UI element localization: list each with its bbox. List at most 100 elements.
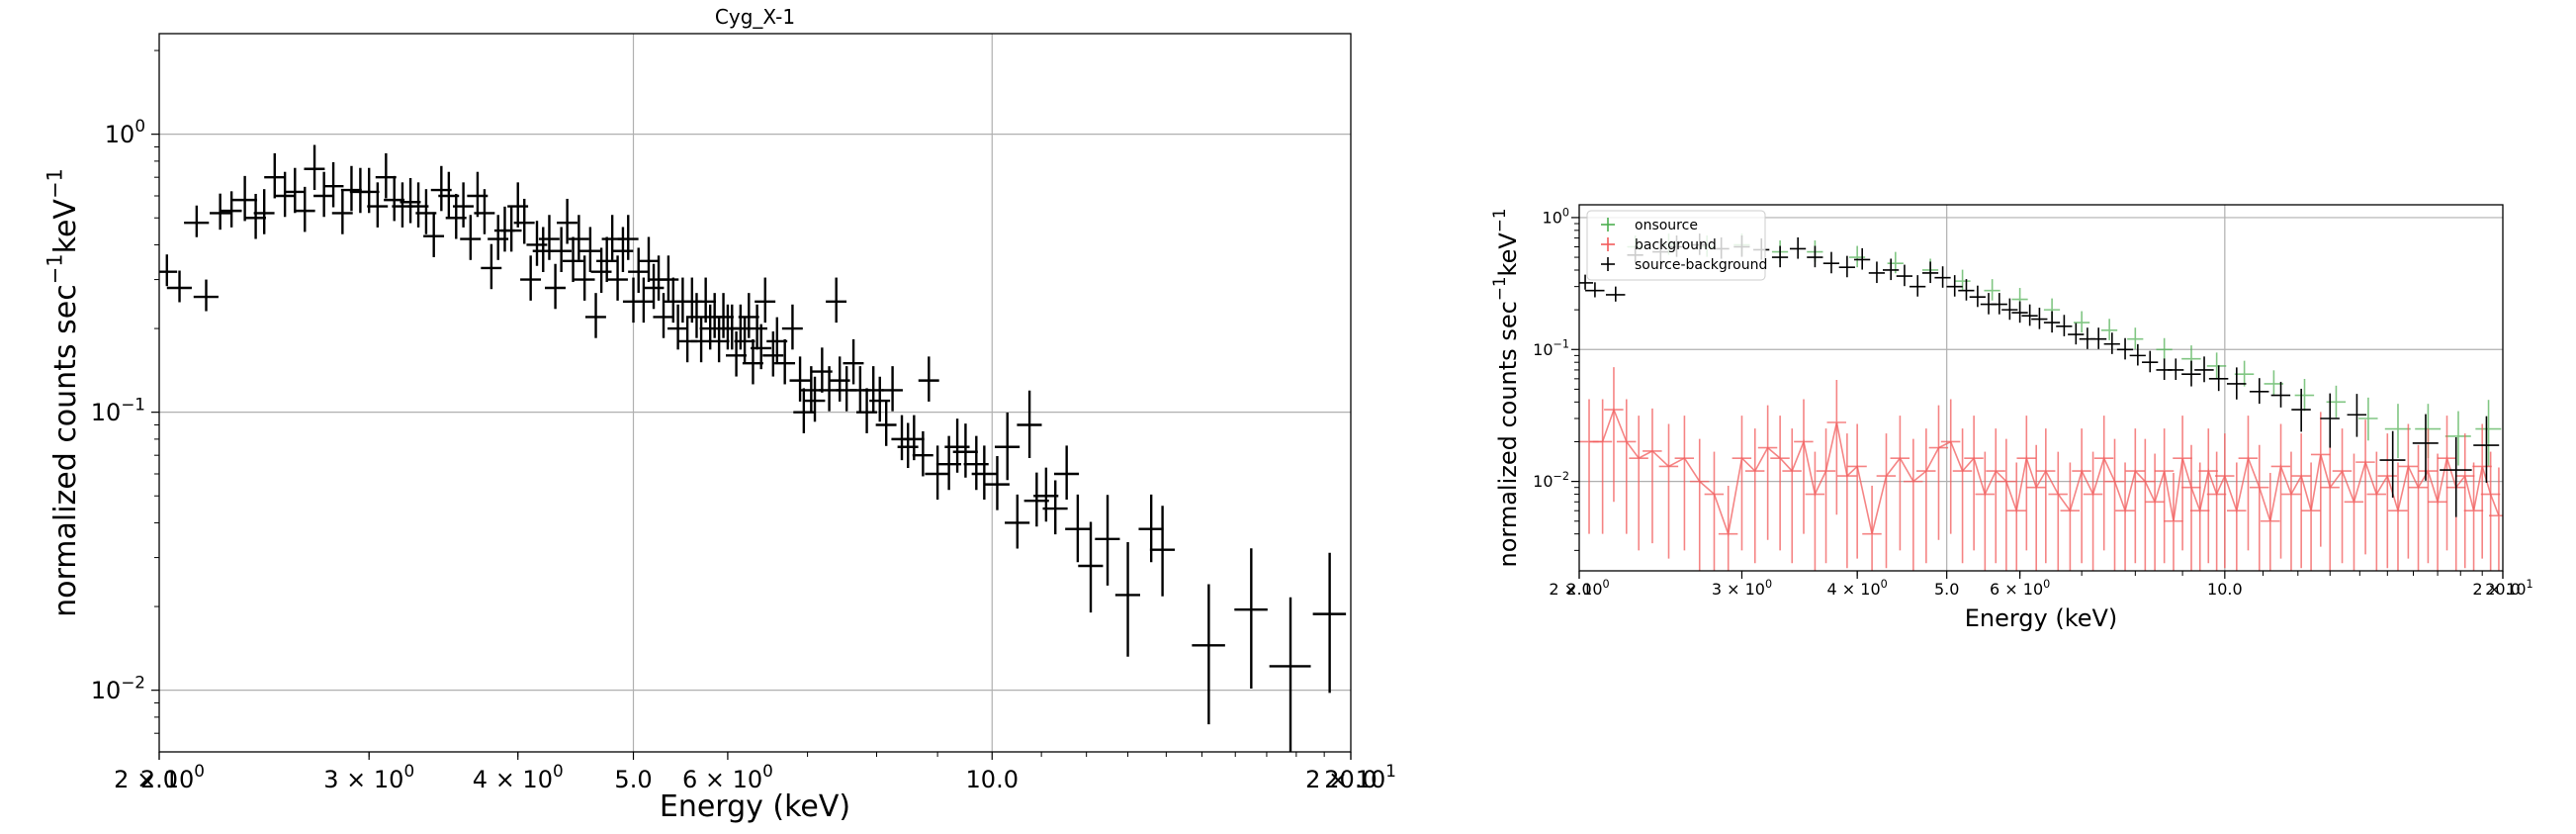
data-point <box>2021 304 2038 326</box>
x-tick-label-base: 6 × 10 <box>1990 580 2043 599</box>
data-point <box>1053 445 1080 501</box>
data-point <box>2043 311 2061 333</box>
data-point <box>596 236 618 283</box>
data-point <box>984 456 1010 510</box>
x-tick-label: 10.0 <box>2207 580 2243 599</box>
y-tick-label-exp: −1 <box>1554 338 1570 351</box>
data-point <box>184 205 210 237</box>
data-point <box>193 279 219 312</box>
data-point <box>1744 428 1765 564</box>
data-point <box>1997 438 2016 571</box>
y-tick-label-base: 10 <box>105 121 135 148</box>
data-point <box>2001 298 2018 321</box>
data-point <box>800 366 822 412</box>
data-point <box>284 167 306 214</box>
x-tick-label-exp: 0 <box>2043 578 2050 591</box>
x-tick-label: 20.0 <box>2485 580 2521 599</box>
y-tick-label-base: 10 <box>1533 340 1553 359</box>
data-point <box>762 331 784 377</box>
x-tick-label-base: 2 × 10 <box>1549 580 1602 599</box>
data-point <box>2238 416 2259 551</box>
x-tick-label: 5.0 <box>1934 580 1959 599</box>
data-point <box>612 227 634 273</box>
data-point <box>2301 462 2321 571</box>
data-point <box>1837 433 1857 569</box>
data-point <box>1689 438 1710 571</box>
x-tick-label-base: 10.0 <box>2207 580 2243 599</box>
y-axis-label: normalized counts sec−1keV−1 <box>1489 208 1522 567</box>
data-point <box>2145 453 2165 571</box>
data-point <box>952 423 978 478</box>
data-point <box>1921 261 1939 284</box>
legend-box <box>1586 210 1766 281</box>
data-point <box>1910 275 1926 297</box>
y-tick-label: 100 <box>105 116 145 148</box>
y-tick-label: 100 <box>1543 206 1569 227</box>
y-tick-label: 10−2 <box>91 672 145 704</box>
data-point <box>557 198 577 244</box>
data-point <box>995 412 1021 481</box>
data-point <box>1269 597 1311 752</box>
data-point <box>755 277 776 324</box>
data-point <box>690 317 712 363</box>
data-point <box>2489 467 2503 571</box>
data-point <box>2249 378 2269 405</box>
data-point <box>1658 423 1679 559</box>
data-point <box>789 356 811 402</box>
data-point <box>1616 399 1637 534</box>
data-point <box>520 255 542 301</box>
data-point <box>2428 453 2447 571</box>
data-point <box>384 175 405 222</box>
data-point <box>331 189 353 234</box>
data-point <box>551 227 573 273</box>
axes-frame <box>1578 204 2504 572</box>
data-point <box>2388 462 2408 571</box>
x-tick-label-base: 5.0 <box>1934 580 1959 599</box>
data-point <box>2234 360 2255 387</box>
data-point <box>2472 423 2492 559</box>
x-tick-label: 5.0 <box>614 766 652 793</box>
y-axis-label-unit: keV <box>48 199 83 254</box>
data-point <box>1312 552 1347 694</box>
x-tick-label: 2 × 101 <box>2472 578 2532 599</box>
series-background <box>1579 367 2503 571</box>
data-point <box>1782 428 1802 564</box>
data-point <box>159 254 178 287</box>
data-point <box>166 270 192 303</box>
data-point <box>1986 428 2005 564</box>
x-tick-label-base: 2 × 10 <box>2472 580 2526 599</box>
x-tick-label: 3 × 100 <box>323 761 414 793</box>
data-point <box>264 152 286 199</box>
x-tick-label-base: 6 × 10 <box>682 766 762 793</box>
data-point <box>2115 462 2135 571</box>
data-point <box>2073 311 2090 333</box>
data-point <box>726 331 747 377</box>
data-point <box>712 293 734 338</box>
x-tick-label-base: 4 × 10 <box>473 766 553 793</box>
data-point <box>2379 430 2406 498</box>
y-tick-label-base: 10 <box>1543 209 1562 228</box>
data-point <box>590 247 612 293</box>
data-point <box>1095 495 1120 586</box>
x-tick-label: 2 × 101 <box>1305 761 1396 793</box>
data-point <box>375 152 397 199</box>
data-point <box>1732 416 1752 551</box>
data-point <box>2206 352 2227 379</box>
data-point <box>2083 451 2103 571</box>
x-tick-label-base: 10.0 <box>966 766 1019 793</box>
legend-marker <box>1601 257 1615 271</box>
legend-label: onsource <box>1635 218 1698 233</box>
data-point <box>2194 356 2214 383</box>
data-point <box>2291 388 2311 432</box>
data-point <box>1862 485 1882 571</box>
data-point <box>2320 393 2340 448</box>
data-point <box>1958 279 1975 301</box>
data-point <box>747 304 767 350</box>
data-point <box>2068 323 2085 345</box>
x-tick-label: 20.0 <box>1324 766 1377 793</box>
data-point <box>1822 251 1840 274</box>
data-point <box>2463 462 2484 571</box>
data-point <box>1042 480 1068 535</box>
data-point <box>2384 404 2411 459</box>
data-point <box>1991 293 2007 315</box>
